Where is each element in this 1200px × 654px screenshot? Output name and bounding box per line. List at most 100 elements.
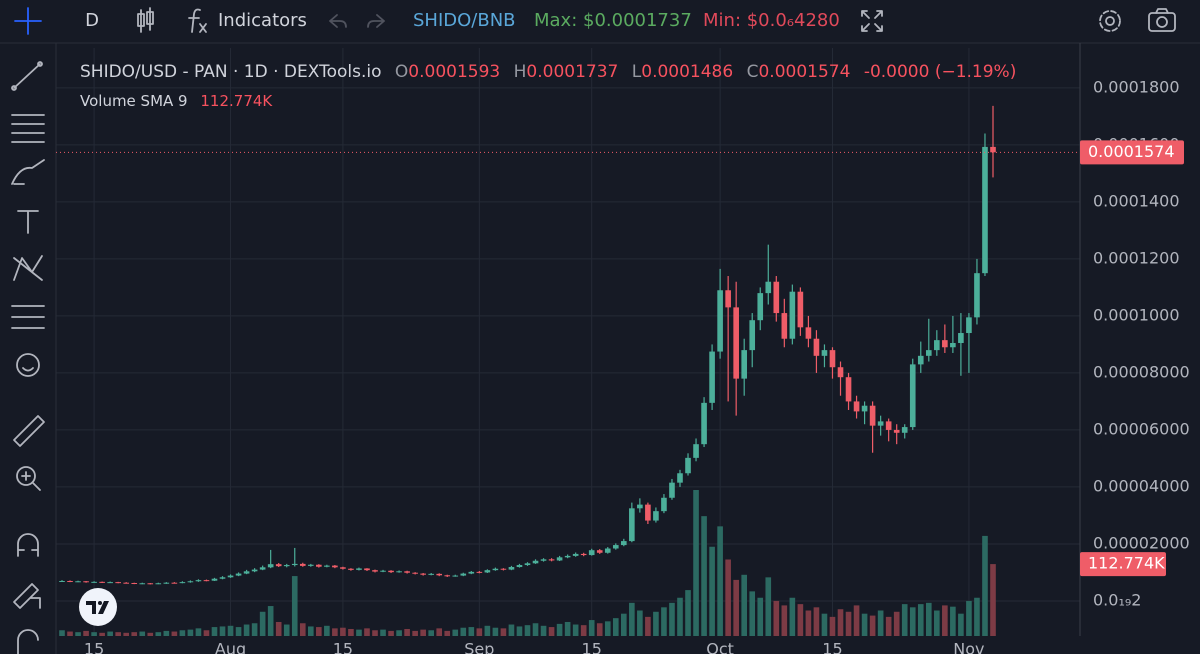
candle-body <box>556 557 563 561</box>
candle-body <box>187 581 194 583</box>
candle-body <box>781 313 788 339</box>
volume-bar <box>332 628 338 636</box>
legend-key: L <box>632 62 642 82</box>
crosshair-tool[interactable] <box>14 7 42 35</box>
candle-body <box>412 572 418 574</box>
candle-body <box>163 582 170 584</box>
volume-bar <box>468 627 475 636</box>
candle-body <box>805 327 812 339</box>
candle-body <box>532 560 539 564</box>
volume-legend: Volume SMA 9 112.774K <box>80 92 273 110</box>
volume-bar <box>604 621 611 636</box>
volume-bar <box>324 625 330 636</box>
volume-bar <box>637 610 643 636</box>
legend-value: 0.0001737 <box>526 62 618 82</box>
volume-bar <box>227 625 234 636</box>
volume-bar <box>203 630 210 636</box>
candle-body <box>837 367 844 378</box>
volume-bar <box>749 591 756 636</box>
volume-bar <box>942 605 948 636</box>
volume-bar <box>741 574 748 636</box>
volume-bar <box>950 606 956 636</box>
candle-body <box>348 568 354 570</box>
chart-type-icon[interactable] <box>137 7 154 33</box>
volume-bar <box>243 624 250 636</box>
candle-body <box>604 548 611 553</box>
candle-body <box>789 291 796 339</box>
candle-body <box>637 504 643 509</box>
x-tick-label: Sep <box>464 640 494 654</box>
candle-body <box>966 317 972 334</box>
candle-body <box>845 377 852 402</box>
volume-bar <box>131 632 138 636</box>
legend-change: -0.0000 (−1.19%) <box>864 62 1017 82</box>
candle-body <box>821 350 828 356</box>
candle-body <box>765 281 772 294</box>
candle-body <box>396 571 402 573</box>
volume-bar <box>420 629 426 636</box>
volume-bar <box>267 606 274 636</box>
redo-icon[interactable] <box>367 14 385 28</box>
candle-body <box>773 281 780 314</box>
drawing-tools[interactable] <box>11 61 45 654</box>
volume-bar <box>677 597 683 636</box>
volume-legend-name: Volume SMA 9 <box>80 92 188 110</box>
volume-bar <box>155 632 162 636</box>
candle-body <box>492 568 499 571</box>
snapshot-icon[interactable] <box>1148 8 1176 32</box>
volume-bar <box>316 627 322 636</box>
candle-body <box>877 421 884 426</box>
candle-body <box>380 570 386 572</box>
volume-value-box <box>1080 552 1166 577</box>
pair[interactable]: SHIDO/BNB <box>413 10 516 31</box>
legend-title: SHIDO/USD - PAN · 1D · DEXTools.io <box>80 62 381 82</box>
candle-body <box>83 581 89 583</box>
candle-body <box>934 340 940 351</box>
volume-bar <box>572 624 579 636</box>
volume-bar <box>974 597 980 636</box>
candle-body <box>677 473 683 483</box>
volume-bar <box>67 631 73 636</box>
candle-body <box>564 555 571 558</box>
volume-bar <box>797 604 804 636</box>
candle-body <box>235 573 242 576</box>
candle-body <box>340 567 346 569</box>
fullscreen-icon[interactable] <box>861 10 883 32</box>
candle-body <box>693 444 699 458</box>
volume-bar <box>645 616 651 636</box>
undo-icon[interactable] <box>329 14 347 28</box>
volume-bar <box>853 605 860 636</box>
volume-bar <box>765 577 772 636</box>
candle-body <box>508 567 515 570</box>
candle-body <box>428 573 434 575</box>
candle-body <box>259 567 266 570</box>
y-tick-label: 0.00002000 <box>1093 533 1190 552</box>
volume-bar <box>805 610 812 636</box>
volume-bar <box>91 632 97 636</box>
volume-bar <box>500 628 507 636</box>
candle-body <box>588 550 595 556</box>
interval[interactable]: D <box>85 10 99 31</box>
candle-body <box>925 350 932 356</box>
volume-bar <box>901 604 908 636</box>
candle-body <box>107 582 113 584</box>
volume-bar <box>195 628 202 636</box>
volume-bar <box>356 629 362 636</box>
volume-bar <box>107 631 113 636</box>
volume-bar <box>139 631 146 636</box>
candle-body <box>211 578 218 581</box>
volume-bar <box>348 628 354 636</box>
candle-body <box>356 568 362 570</box>
volume-bar <box>982 535 988 636</box>
volume-bar <box>725 559 731 636</box>
candle-body <box>853 401 860 412</box>
indicators-button[interactable]: Indicators <box>218 10 307 31</box>
candle-body <box>741 350 748 379</box>
volume-bar <box>211 627 218 636</box>
legend-value: 0.0001486 <box>641 62 733 82</box>
settings-icon[interactable] <box>1099 10 1121 32</box>
fx-icon[interactable] <box>188 8 207 33</box>
candle-body <box>629 508 635 542</box>
volume-bar <box>516 626 523 636</box>
y-tick-label: 0.00004000 <box>1093 476 1190 495</box>
